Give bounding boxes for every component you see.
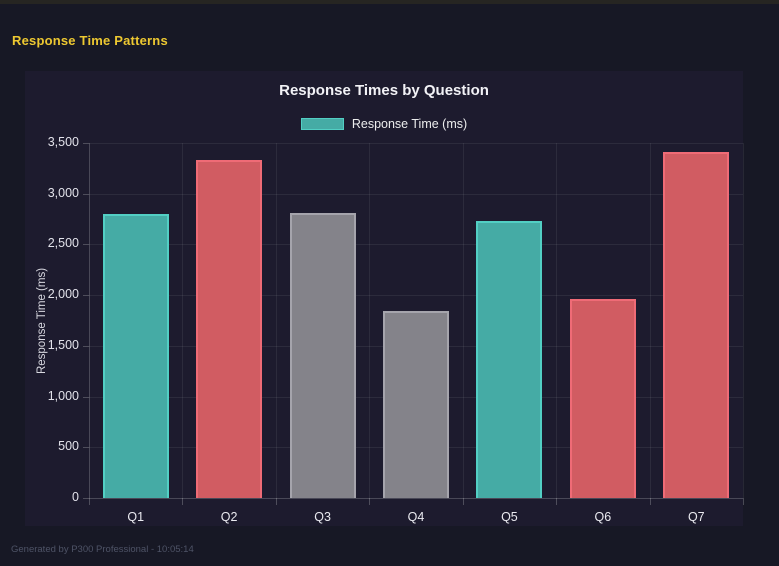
footer-note: Generated by P300 Professional - 10:05:1… [11, 544, 194, 555]
x-axis-label: Q5 [501, 510, 518, 524]
x-tick-mark [462, 498, 464, 505]
y-axis-line [89, 143, 90, 498]
page-title: Response Time Patterns [12, 33, 168, 48]
gridline-vertical [743, 143, 744, 498]
y-tick-mark [83, 396, 89, 398]
y-tick-mark [83, 447, 89, 449]
x-axis-label: Q7 [687, 510, 705, 524]
y-tick-label: 1,500 [47, 337, 79, 352]
bar-Q2[interactable] [196, 160, 263, 498]
y-tick-mark [83, 143, 89, 144]
bar-Q4[interactable] [383, 311, 449, 498]
x-tick-mark [369, 498, 371, 505]
bar-Q3[interactable] [289, 212, 356, 498]
x-tick-mark [743, 498, 744, 505]
y-tick-mark [83, 345, 89, 347]
x-axis-label: Q4 [407, 510, 425, 524]
x-tick-mark [275, 498, 277, 505]
y-tick-label: 3,000 [47, 185, 79, 200]
gridline-horizontal [89, 193, 743, 195]
chart-legend[interactable]: Response Time (ms) [25, 117, 743, 131]
bar-Q6[interactable] [569, 299, 636, 498]
x-tick-mark [89, 498, 90, 505]
x-tick-mark [556, 498, 558, 505]
gridline-vertical [275, 143, 277, 498]
y-tick-mark [83, 295, 89, 297]
gridline-horizontal [89, 498, 743, 499]
bar-Q1[interactable] [102, 214, 169, 498]
legend-label: Response Time (ms) [351, 117, 468, 131]
x-axis-line [89, 498, 743, 499]
y-tick-label: 2,500 [47, 236, 79, 251]
gridline-vertical [182, 143, 184, 498]
x-axis-label: Q1 [127, 510, 145, 524]
y-tick-label: 3,500 [47, 135, 79, 149]
x-axis-label: Q6 [594, 510, 612, 524]
plot-area: 0 500 1,000 1,500 2,000 2,500 3,000 3,500 Q1 Q2 Q3… [25, 71, 744, 526]
gridline-vertical [369, 143, 371, 498]
legend-swatch [300, 118, 344, 130]
chart-panel: Response Times by Question Response Time… [25, 71, 744, 526]
x-tick-mark [649, 498, 651, 505]
x-axis-label: Q2 [220, 510, 238, 524]
gridline-vertical [649, 143, 651, 498]
y-tick-label: 0 [72, 490, 79, 504]
gridline-vertical [556, 143, 558, 498]
bar-Q7[interactable] [663, 152, 730, 498]
gridline-horizontal [89, 244, 743, 246]
gridline-horizontal [89, 143, 743, 144]
gridline-vertical [462, 143, 464, 498]
y-tick-mark [83, 193, 89, 195]
window-top-strip [0, 0, 779, 4]
y-tick-mark [83, 498, 89, 499]
y-tick-label: 1,000 [47, 388, 79, 403]
gridline-horizontal [89, 295, 743, 297]
x-axis-label: Q3 [314, 510, 331, 524]
bar-Q5[interactable] [476, 221, 543, 498]
gridline-vertical [89, 143, 90, 498]
x-tick-mark [182, 498, 184, 505]
y-tick-label: 2,000 [47, 287, 79, 302]
chart-title: Response Times by Question [279, 82, 489, 99]
y-tick-label: 500 [58, 439, 79, 454]
y-tick-mark [83, 244, 89, 246]
